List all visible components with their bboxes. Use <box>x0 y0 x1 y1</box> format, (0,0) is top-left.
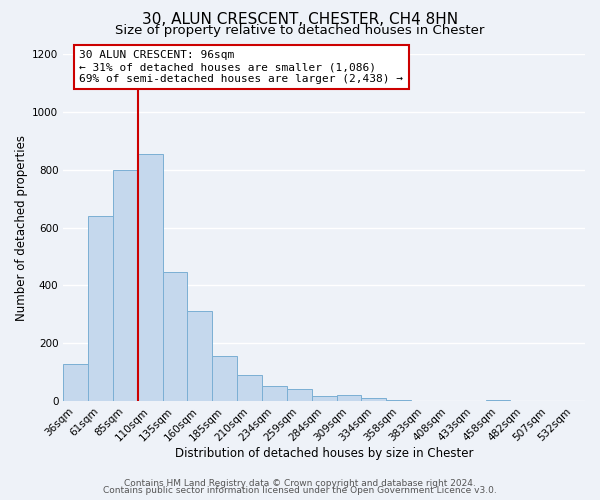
Bar <box>386 400 411 401</box>
Y-axis label: Number of detached properties: Number of detached properties <box>15 134 28 320</box>
Bar <box>411 400 436 401</box>
Bar <box>337 395 361 401</box>
Text: Size of property relative to detached houses in Chester: Size of property relative to detached ho… <box>115 24 485 37</box>
Bar <box>163 272 187 401</box>
Bar <box>63 364 88 401</box>
Bar <box>212 356 237 401</box>
Text: 30 ALUN CRESCENT: 96sqm
← 31% of detached houses are smaller (1,086)
69% of semi: 30 ALUN CRESCENT: 96sqm ← 31% of detache… <box>79 50 403 84</box>
Text: Contains HM Land Registry data © Crown copyright and database right 2024.: Contains HM Land Registry data © Crown c… <box>124 478 476 488</box>
Bar <box>287 389 312 401</box>
Bar <box>262 386 287 401</box>
Bar <box>138 154 163 401</box>
Bar <box>485 400 511 401</box>
Bar <box>361 398 386 401</box>
Bar <box>237 375 262 401</box>
Bar <box>88 216 113 401</box>
Bar <box>312 396 337 401</box>
Bar <box>187 312 212 401</box>
Bar <box>113 170 138 401</box>
Text: Contains public sector information licensed under the Open Government Licence v3: Contains public sector information licen… <box>103 486 497 495</box>
X-axis label: Distribution of detached houses by size in Chester: Distribution of detached houses by size … <box>175 447 473 460</box>
Text: 30, ALUN CRESCENT, CHESTER, CH4 8HN: 30, ALUN CRESCENT, CHESTER, CH4 8HN <box>142 12 458 28</box>
